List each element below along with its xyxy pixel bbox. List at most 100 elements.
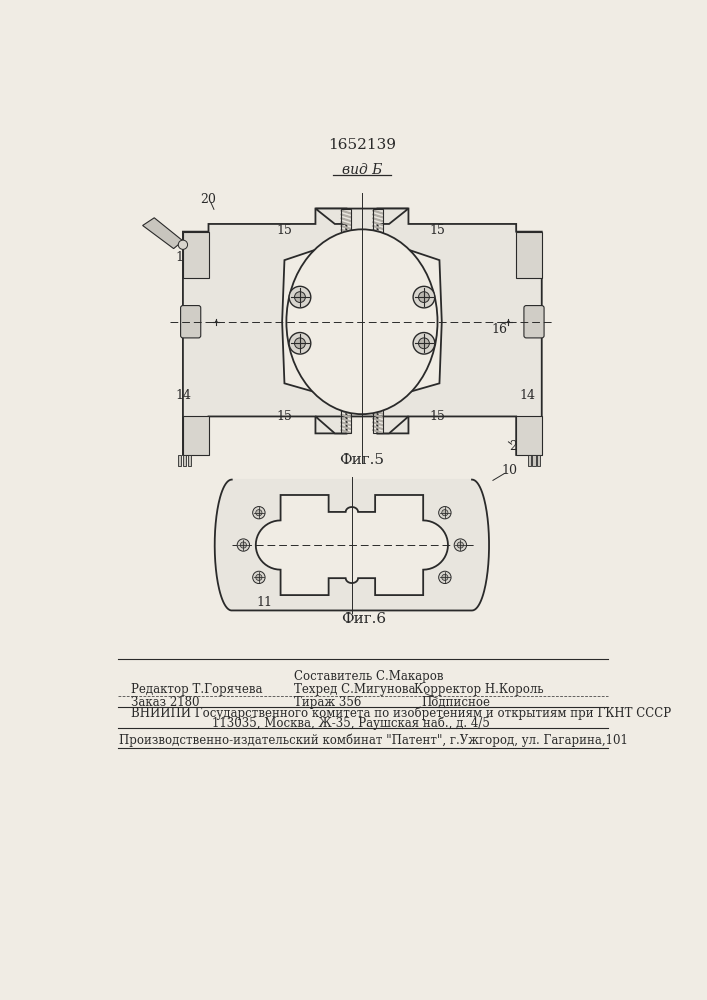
Text: 16: 16 xyxy=(491,323,507,336)
Polygon shape xyxy=(516,232,542,278)
Circle shape xyxy=(438,571,451,584)
Polygon shape xyxy=(373,218,383,222)
Polygon shape xyxy=(373,225,383,229)
Text: Заказ 2180: Заказ 2180 xyxy=(131,696,199,709)
Text: 15: 15 xyxy=(276,224,293,237)
Circle shape xyxy=(438,507,451,519)
Text: Производственно-издательский комбинат "Патент", г.Ужгород, ул. Гагарина,101: Производственно-издательский комбинат "П… xyxy=(119,733,629,747)
Circle shape xyxy=(289,286,311,308)
Circle shape xyxy=(295,338,305,349)
Text: 25: 25 xyxy=(509,440,525,453)
Text: Фиг.6: Фиг.6 xyxy=(341,612,386,626)
Text: Корректор Н.Король: Корректор Н.Король xyxy=(414,683,544,696)
Polygon shape xyxy=(183,416,209,455)
Circle shape xyxy=(413,286,435,308)
Polygon shape xyxy=(341,414,351,418)
Polygon shape xyxy=(143,218,183,249)
Bar xyxy=(373,209,383,239)
Polygon shape xyxy=(373,233,383,237)
Polygon shape xyxy=(341,237,351,241)
Polygon shape xyxy=(341,418,351,422)
Polygon shape xyxy=(373,410,383,414)
Circle shape xyxy=(240,542,247,548)
Bar xyxy=(183,455,186,466)
Circle shape xyxy=(442,510,448,516)
Polygon shape xyxy=(341,422,351,426)
Polygon shape xyxy=(373,406,383,410)
Polygon shape xyxy=(256,495,448,595)
Polygon shape xyxy=(373,414,383,418)
Text: 15: 15 xyxy=(429,224,445,237)
Text: вид Б: вид Б xyxy=(341,163,382,177)
Circle shape xyxy=(289,333,311,354)
Text: 10: 10 xyxy=(501,464,518,477)
Text: 25: 25 xyxy=(181,440,197,453)
Circle shape xyxy=(419,292,429,302)
Polygon shape xyxy=(341,214,351,218)
Bar xyxy=(537,455,540,466)
Text: 14: 14 xyxy=(176,389,192,402)
Polygon shape xyxy=(373,210,383,214)
Polygon shape xyxy=(341,218,351,222)
Polygon shape xyxy=(341,410,351,414)
Circle shape xyxy=(419,338,429,349)
Text: 1652139: 1652139 xyxy=(328,138,396,152)
Polygon shape xyxy=(373,237,383,241)
Polygon shape xyxy=(341,233,351,237)
Polygon shape xyxy=(183,209,346,455)
Text: 20: 20 xyxy=(201,193,216,206)
Text: 13: 13 xyxy=(520,251,536,264)
Polygon shape xyxy=(378,209,542,455)
Circle shape xyxy=(256,510,262,516)
Polygon shape xyxy=(215,480,489,610)
Polygon shape xyxy=(373,403,383,406)
Polygon shape xyxy=(373,426,383,430)
Polygon shape xyxy=(341,229,351,233)
Polygon shape xyxy=(516,416,542,455)
Text: Составитель С.Макаров: Составитель С.Макаров xyxy=(293,670,443,683)
Bar xyxy=(178,455,182,466)
Text: Тираж 356: Тираж 356 xyxy=(293,696,361,709)
Polygon shape xyxy=(373,214,383,218)
Polygon shape xyxy=(341,222,351,225)
Bar xyxy=(341,401,351,433)
Circle shape xyxy=(442,574,448,580)
Text: Фиг.5: Фиг.5 xyxy=(339,453,385,467)
Circle shape xyxy=(508,321,509,323)
Text: Техред С.Мигунова: Техред С.Мигунова xyxy=(293,683,415,696)
Text: 14: 14 xyxy=(519,389,535,402)
Text: 15: 15 xyxy=(429,410,445,423)
Bar xyxy=(532,455,535,466)
Polygon shape xyxy=(373,229,383,233)
Polygon shape xyxy=(341,426,351,430)
Bar xyxy=(528,455,531,466)
Text: Редактор Т.Горячева: Редактор Т.Горячева xyxy=(131,683,262,696)
Circle shape xyxy=(252,571,265,584)
Text: ВНИИПИ Государственного комитета по изобретениям и открытиям при ГКНТ СССР: ВНИИПИ Государственного комитета по изоб… xyxy=(131,706,671,720)
Bar xyxy=(373,401,383,433)
Polygon shape xyxy=(315,401,409,433)
FancyBboxPatch shape xyxy=(180,306,201,338)
Text: 11: 11 xyxy=(257,596,272,609)
Text: 13: 13 xyxy=(176,251,192,264)
Circle shape xyxy=(178,240,187,249)
Circle shape xyxy=(252,507,265,519)
Circle shape xyxy=(413,333,435,354)
FancyBboxPatch shape xyxy=(524,306,544,338)
Polygon shape xyxy=(341,225,351,229)
Polygon shape xyxy=(341,430,351,433)
Polygon shape xyxy=(373,422,383,426)
Circle shape xyxy=(454,539,467,551)
Polygon shape xyxy=(315,209,409,239)
Text: Подписное: Подписное xyxy=(421,696,491,709)
Polygon shape xyxy=(183,232,209,278)
Polygon shape xyxy=(373,222,383,225)
Circle shape xyxy=(237,539,250,551)
Ellipse shape xyxy=(286,229,438,414)
Polygon shape xyxy=(341,403,351,406)
Circle shape xyxy=(457,542,464,548)
Polygon shape xyxy=(373,430,383,433)
Bar xyxy=(187,455,191,466)
Polygon shape xyxy=(341,210,351,214)
Text: 113035, Москва, Ж-35, Раушская наб., д. 4/5: 113035, Москва, Ж-35, Раушская наб., д. … xyxy=(212,716,490,730)
